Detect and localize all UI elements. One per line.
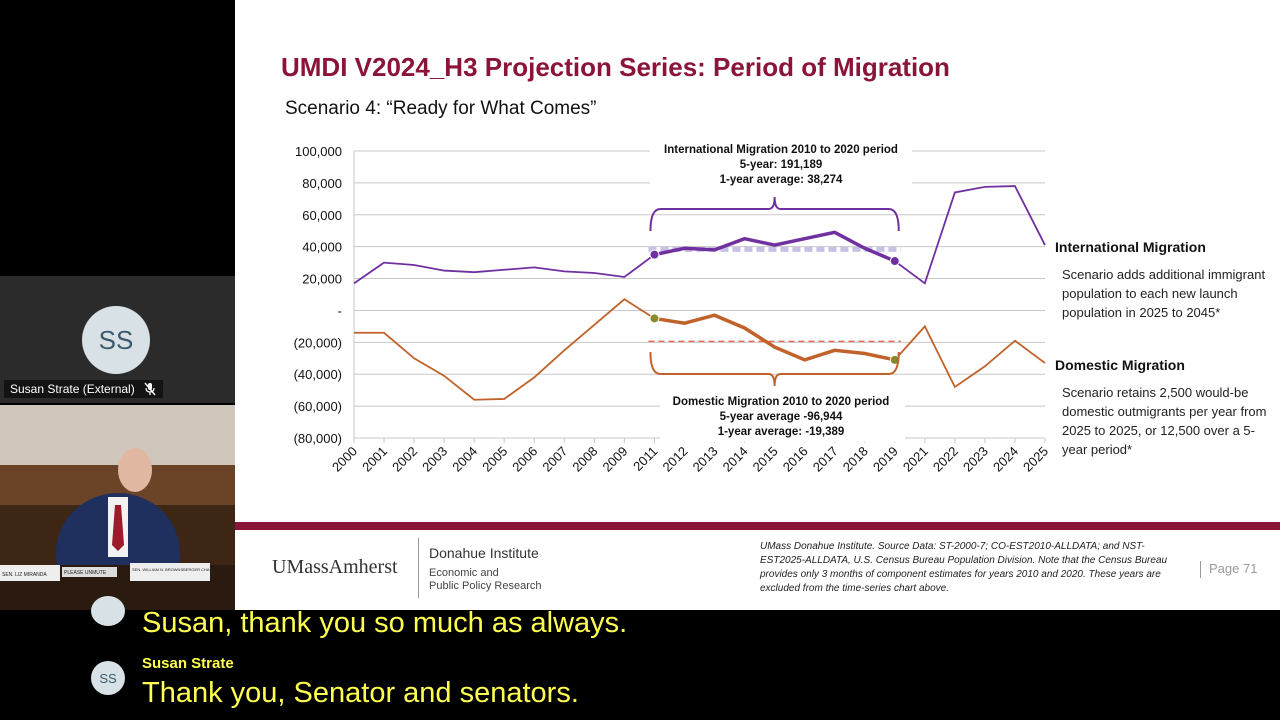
source-footnote: UMass Donahue Institute. Source Data: ST…: [760, 541, 1168, 594]
y-tick-label: (60,000): [294, 399, 342, 414]
x-tick-label: 2023: [960, 444, 991, 475]
x-tick-label: 2019: [870, 444, 901, 475]
participant-panel: SS Susan Strate (External) SEN. LIZ MIRA…: [0, 0, 235, 610]
y-tick-label: 80,000: [302, 176, 342, 191]
dom-series-line: [354, 298, 1046, 401]
x-tick-label: 2004: [449, 444, 480, 475]
caption-line-2: Thank you, Senator and senators.: [142, 677, 579, 709]
mic-off-icon: [144, 382, 156, 396]
y-tick-label: (40,000): [294, 367, 342, 382]
dom-annotation-bg: [660, 390, 905, 442]
intl-annotation-5yr: 5-year: 191,189: [740, 159, 822, 171]
institute-sub-line1: Economic and: [429, 567, 499, 579]
dom-period-bracket: [649, 351, 900, 387]
slide-subtitle: Scenario 4: “Ready for What Comes”: [285, 98, 597, 119]
series-lines: [353, 185, 1046, 401]
x-tick-label: 2021: [900, 444, 931, 475]
x-tick-label: 2001: [359, 444, 390, 475]
x-tick-label: 2003: [419, 444, 450, 475]
x-tick-label: 2025: [1020, 444, 1051, 475]
video-scene: SEN. LIZ MIRANDA SEN. WILLIAM N. BROWNSB…: [0, 405, 235, 610]
dom-period-highlight: [654, 313, 896, 362]
umass-logo: UMassAmherst: [272, 556, 398, 578]
intl-point: [649, 249, 660, 260]
caption-avatar-previous: [91, 596, 125, 626]
participant-tile-susan[interactable]: SS Susan Strate (External): [0, 276, 235, 403]
placard-miranda: SEN. LIZ MIRANDA: [2, 572, 47, 578]
x-tick-label: 2018: [840, 444, 871, 475]
x-tick-label: 2007: [539, 444, 570, 475]
chart-grid: [353, 150, 1046, 443]
x-tick-label: 2012: [660, 444, 691, 475]
migration-chart: 100,000 80,000 60,000 40,000 20,000 - (20,000)…: [294, 138, 1051, 475]
footer-bar: [235, 522, 1280, 530]
x-tick-label: 2008: [569, 444, 600, 475]
x-tick-label: 2022: [930, 444, 961, 475]
x-tick-label: 2011: [630, 444, 660, 474]
x-tick-label: 2005: [479, 444, 510, 475]
person-head: [118, 448, 152, 492]
caption-speaker: Susan Strate: [142, 655, 234, 672]
participant-video-tile[interactable]: SEN. LIZ MIRANDA SEN. WILLIAM N. BROWNSB…: [0, 405, 235, 610]
series-markers: [353, 186, 1046, 400]
x-tick-label: 2009: [599, 444, 630, 475]
placard-unmute: PLEASE UNMUTE: [64, 570, 107, 576]
x-tick-label: 2000: [329, 444, 360, 475]
x-tick-label: 2002: [389, 444, 420, 475]
intl-description: Scenario adds additional immigrant popul…: [1062, 267, 1266, 320]
y-tick-label: 40,000: [302, 240, 342, 255]
participant-name: Susan Strate (External): [10, 382, 135, 396]
dom-point: [649, 313, 660, 324]
intl-annotation-title: International Migration 2010 to 2020 per…: [664, 144, 898, 156]
x-tick-label: 2014: [720, 444, 751, 475]
y-axis-ticks: 100,000 80,000 60,000 40,000 20,000 - (20,000)…: [294, 144, 342, 446]
intl-point: [889, 256, 900, 267]
intl-series-line: [353, 185, 1046, 285]
average-lines: [648, 246, 901, 343]
y-tick-label: 60,000: [302, 208, 342, 223]
slide-title: UMDI V2024_H3 Projection Series: Period …: [281, 52, 950, 82]
period-brackets: [649, 196, 900, 387]
y-tick-label: 100,000: [295, 144, 342, 159]
caption-line-1: Susan, thank you so much as always.: [142, 607, 628, 639]
placard-brownsberger: SEN. WILLIAM N. BROWNSBERGER CHAIR: [132, 567, 214, 572]
x-axis-ticks: 2000200120022003200420052006200720082009…: [329, 444, 1051, 475]
dom-heading: Domestic Migration: [1055, 357, 1185, 373]
intl-annotation-avg: 1-year average: 38,274: [720, 174, 843, 186]
x-tick-label: 2024: [990, 444, 1021, 475]
x-tick-label: 2015: [750, 444, 781, 475]
y-tick-label: (80,000): [294, 431, 342, 446]
x-tick-label: 2017: [810, 444, 841, 475]
page-number: Page 71: [1209, 561, 1258, 576]
dom-annotation-avg: 1-year average: -19,389: [718, 426, 845, 438]
intl-heading: International Migration: [1055, 239, 1206, 255]
dom-annotation-5yr: 5-year average -96,944: [720, 411, 843, 423]
y-tick-label: -: [338, 303, 342, 318]
intl-period-bracket: [649, 196, 900, 232]
intl-annotation-bg: [650, 138, 912, 190]
dom-annotation-title: Domestic Migration 2010 to 2020 period: [673, 396, 890, 408]
institute-name: Donahue Institute: [429, 545, 539, 561]
presentation-slide: UMDI V2024_H3 Projection Series: Period …: [235, 0, 1280, 610]
page-divider: [1200, 561, 1201, 578]
institute-subtitle: Economic and Public Policy Research: [429, 567, 542, 593]
y-tick-label: 20,000: [302, 272, 342, 287]
logo-divider: [418, 538, 419, 598]
x-tick-label: 2016: [780, 444, 811, 475]
avatar: SS: [82, 306, 150, 374]
live-captions: [0, 610, 1280, 720]
institute-sub-line2: Public Policy Research: [429, 580, 542, 592]
caption-avatar: SS: [91, 661, 125, 695]
participant-name-label: Susan Strate (External): [4, 380, 163, 398]
dom-description: Scenario retains 2,500 would-be domestic…: [1062, 385, 1267, 457]
y-tick-label: (20,000): [294, 335, 342, 350]
x-tick-label: 2013: [690, 444, 721, 475]
x-tick-label: 2006: [509, 444, 540, 475]
